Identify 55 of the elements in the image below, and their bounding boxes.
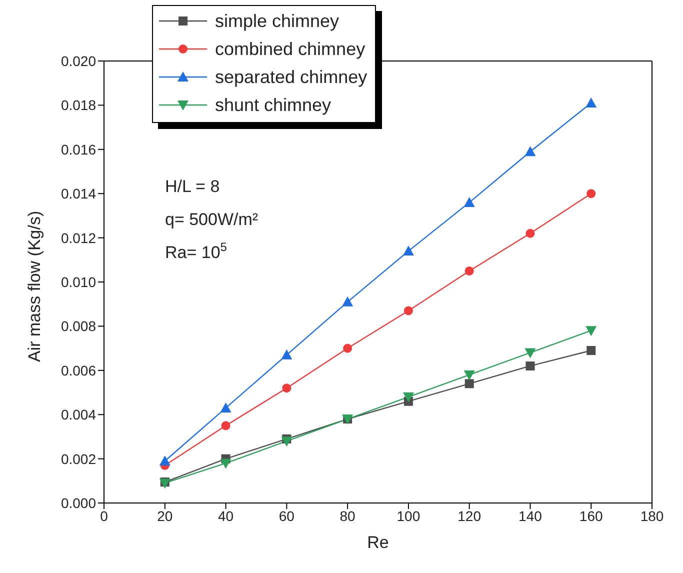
x-tick-label: 0 bbox=[100, 508, 108, 524]
annotation: H/L = 8 bbox=[165, 177, 220, 196]
point bbox=[586, 189, 596, 198]
point bbox=[281, 349, 292, 360]
x-tick-label: 60 bbox=[278, 508, 295, 524]
y-axis-title: Air mass flow (Kg/s) bbox=[25, 210, 44, 362]
y-tick-label: 0.014 bbox=[60, 186, 96, 202]
point bbox=[220, 458, 232, 469]
legend-label: simple chimney bbox=[215, 10, 340, 32]
point bbox=[524, 348, 536, 358]
annotation: q= 500W/m² bbox=[165, 210, 258, 229]
y-tick-label: 0.008 bbox=[60, 318, 96, 334]
x-tick-label: 180 bbox=[640, 508, 664, 524]
point bbox=[221, 421, 230, 430]
annotation: Ra= 10$^{5}$ bbox=[165, 240, 228, 262]
point bbox=[402, 392, 414, 402]
point bbox=[342, 296, 354, 306]
point bbox=[281, 436, 292, 447]
point bbox=[526, 228, 535, 238]
point bbox=[220, 402, 232, 412]
y-tick-label: 0.012 bbox=[60, 230, 96, 246]
x-tick-label: 140 bbox=[518, 508, 542, 524]
point bbox=[464, 196, 475, 207]
x-tick-label: 80 bbox=[340, 508, 356, 524]
x-tick-label: 120 bbox=[458, 508, 482, 524]
point bbox=[526, 361, 535, 370]
point bbox=[586, 346, 596, 356]
x-tick-label: 20 bbox=[157, 508, 173, 524]
point bbox=[159, 478, 170, 489]
x-tick-label: 100 bbox=[396, 508, 420, 524]
point bbox=[586, 97, 597, 108]
y-tick-label: 0.002 bbox=[60, 450, 96, 467]
point bbox=[343, 344, 352, 353]
point bbox=[586, 326, 597, 336]
y-tick-label: 0.020 bbox=[60, 52, 96, 69]
point bbox=[402, 246, 414, 256]
x-tick-label: 40 bbox=[218, 508, 234, 524]
y-tick-label: 0.018 bbox=[60, 97, 96, 114]
legend-label: shunt chimney bbox=[215, 94, 332, 116]
x-axis-title: Re bbox=[367, 533, 389, 552]
point bbox=[282, 384, 292, 393]
y-tick-label: 0.004 bbox=[60, 406, 96, 423]
y-tick-label: 0.010 bbox=[60, 274, 96, 290]
point bbox=[464, 370, 475, 380]
point bbox=[464, 379, 474, 388]
x-tick-label: 160 bbox=[579, 508, 604, 524]
point bbox=[404, 306, 413, 316]
y-tick-label: 0.016 bbox=[60, 141, 96, 158]
y-tick-label: 0.000 bbox=[60, 494, 96, 511]
point bbox=[159, 456, 170, 466]
legend-label: combined chimney bbox=[215, 38, 366, 60]
y-tick-label: 0.006 bbox=[60, 362, 96, 378]
point bbox=[464, 266, 474, 276]
point bbox=[524, 146, 536, 156]
legend-label: separated chimney bbox=[215, 66, 368, 88]
